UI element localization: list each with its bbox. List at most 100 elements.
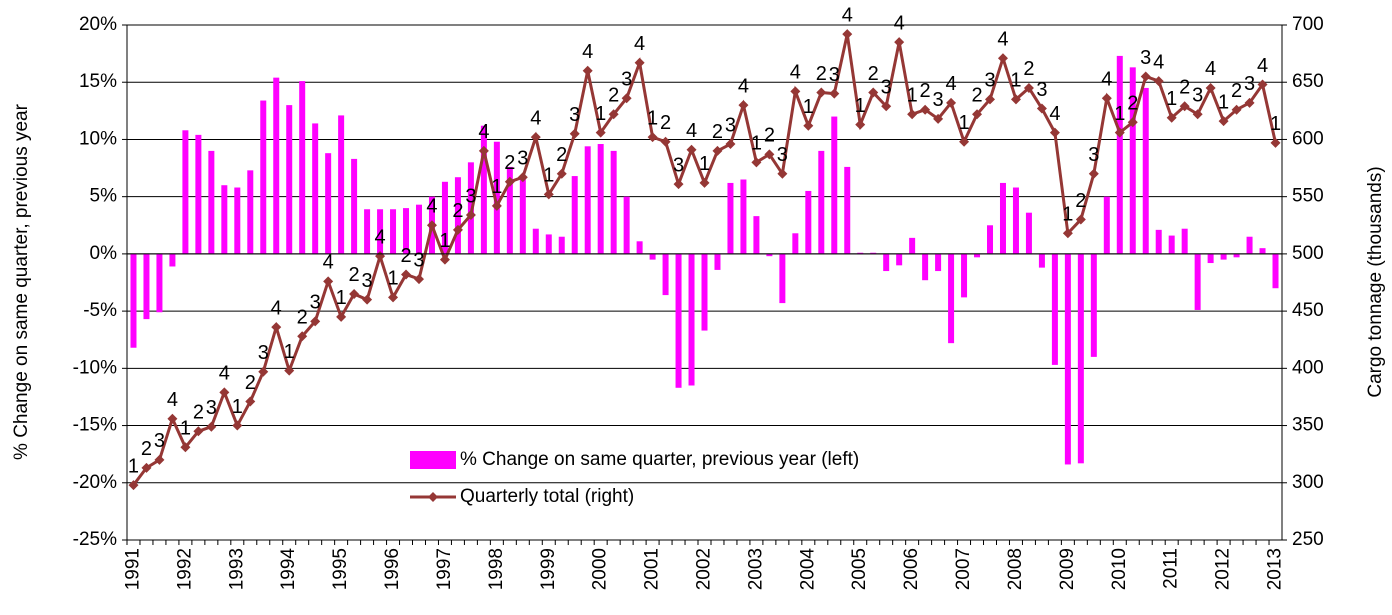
bar: [1051, 253, 1058, 365]
bar: [584, 146, 591, 254]
quarter-label: 1: [387, 268, 398, 290]
y-axis-title: % Change on same quarter, previous year: [11, 103, 32, 460]
point: [362, 294, 373, 305]
bar: [312, 123, 319, 254]
quarter-label: 2: [504, 152, 515, 174]
bar: [519, 176, 526, 254]
quarter-label: 3: [1088, 144, 1099, 166]
point: [1218, 116, 1229, 127]
quarter-label: 3: [673, 154, 684, 176]
quarter-label: 1: [855, 95, 866, 117]
quarter-label: 3: [258, 342, 269, 364]
x-tick-label: 1999: [538, 548, 559, 590]
quarter-label: 3: [362, 270, 373, 292]
bar: [714, 253, 721, 270]
y2-axis-title: Cargo tonnage (thousands): [1365, 166, 1386, 397]
quarter-label: 1: [1270, 113, 1281, 135]
point: [167, 413, 178, 424]
point: [206, 421, 217, 432]
bar: [1194, 253, 1201, 310]
point: [543, 189, 554, 200]
bar: [1259, 248, 1266, 254]
bar: [935, 253, 942, 272]
point: [401, 269, 412, 280]
quarter-label: 4: [1049, 103, 1060, 125]
quarter-label: 4: [426, 196, 437, 218]
x-tick-label: 1991: [123, 548, 144, 590]
quarter-label: 2: [1127, 93, 1138, 115]
bar: [403, 208, 410, 254]
point: [1075, 214, 1086, 225]
quarter-label: 1: [1062, 204, 1073, 226]
quarter-label: 3: [1140, 47, 1151, 69]
quarter-label: 1: [699, 153, 710, 175]
bar: [234, 187, 241, 254]
x-tick-label: 2006: [901, 548, 922, 590]
point: [1088, 168, 1099, 179]
point: [439, 254, 450, 265]
quarter-label: 4: [167, 389, 178, 411]
bar: [623, 196, 630, 254]
quarter-label: 2: [971, 85, 982, 107]
point: [751, 157, 762, 168]
x-tick-label: 1996: [382, 548, 403, 590]
x-tick-label: 1997: [434, 548, 455, 590]
bar: [1207, 253, 1214, 264]
bar: [1168, 235, 1175, 254]
bar: [1272, 253, 1279, 289]
x-tick-label: 2000: [590, 548, 611, 590]
point: [673, 179, 684, 190]
bar: [1025, 212, 1032, 254]
point: [907, 109, 918, 120]
quarter-label: 3: [1036, 79, 1047, 101]
quarter-label: 4: [1153, 51, 1164, 73]
y2-tick-label: 450: [1292, 300, 1324, 321]
y2-tick-label: 400: [1292, 357, 1324, 378]
point: [855, 119, 866, 130]
point: [375, 251, 386, 262]
quarter-label: 4: [271, 297, 282, 319]
bar: [221, 185, 228, 254]
quarter-label: 3: [777, 144, 788, 166]
bar: [766, 253, 773, 257]
point: [1244, 97, 1255, 108]
bar: [208, 150, 215, 254]
quarter-label: 4: [738, 75, 749, 97]
point: [829, 88, 840, 99]
y2-tick-label: 350: [1292, 415, 1324, 436]
x-tick-label: 2001: [642, 548, 663, 590]
quarter-label: 3: [725, 114, 736, 136]
point: [452, 224, 463, 235]
point: [712, 145, 723, 156]
bar: [662, 253, 669, 296]
point: [426, 220, 437, 231]
bar: [545, 234, 552, 254]
bar: [364, 209, 371, 254]
bar: [1064, 253, 1071, 465]
point: [997, 53, 1008, 64]
quarter-label: 4: [530, 107, 541, 129]
point: [232, 420, 243, 431]
quarter-label: 3: [933, 89, 944, 111]
bar: [675, 253, 682, 388]
point: [634, 57, 645, 68]
bar: [415, 204, 422, 254]
quarter-label: 2: [452, 200, 463, 222]
point: [933, 113, 944, 124]
quarter-label: 4: [894, 12, 905, 34]
bar: [999, 182, 1006, 254]
quarter-label: 1: [543, 165, 554, 187]
point: [1166, 112, 1177, 123]
y-tick-label: -15%: [73, 415, 117, 436]
point: [258, 366, 269, 377]
quarter-label: 4: [686, 120, 697, 142]
point: [504, 176, 515, 187]
point: [790, 86, 801, 97]
point: [128, 480, 139, 491]
bar: [156, 253, 163, 313]
point: [777, 168, 788, 179]
bar: [857, 252, 864, 254]
point: [349, 288, 360, 299]
quarter-label: 4: [842, 4, 853, 26]
point: [1192, 109, 1203, 120]
